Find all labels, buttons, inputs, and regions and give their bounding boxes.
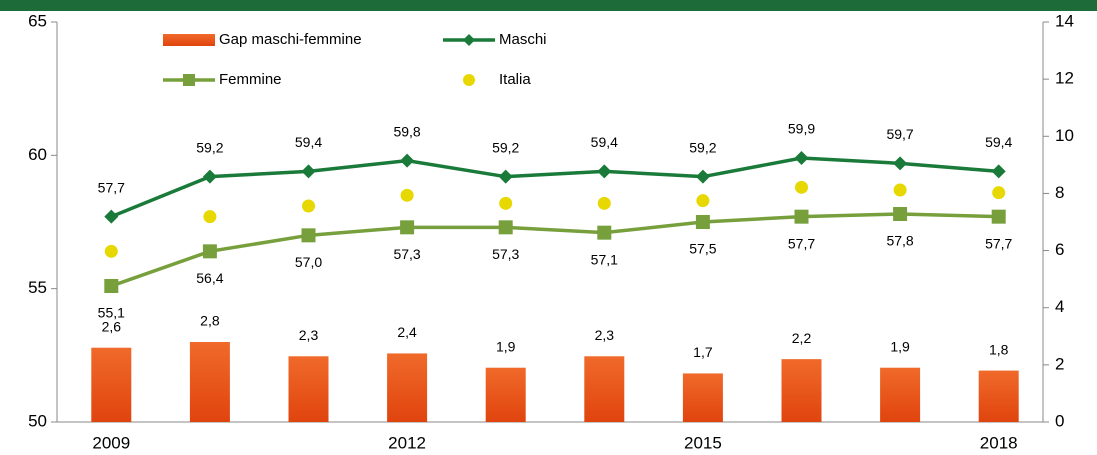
- marker: [400, 220, 415, 235]
- legend-label: Maschi: [499, 31, 547, 48]
- marker: [794, 151, 809, 165]
- marker: [104, 279, 119, 293]
- marker: [695, 215, 710, 229]
- legend-label: Gap maschi-femmine: [219, 31, 362, 48]
- value-label: 57,7: [98, 179, 125, 195]
- marker: [400, 188, 414, 202]
- line: [110, 156, 999, 219]
- marker: [991, 209, 1006, 224]
- value-label: 57,1: [591, 251, 618, 267]
- y-tick-label: 65: [28, 11, 47, 30]
- value-label: 59,4: [985, 134, 1012, 150]
- value-label: 59,7: [886, 126, 913, 142]
- marker: [795, 180, 808, 194]
- marker: [597, 196, 611, 210]
- value-label: 55,1: [98, 305, 125, 321]
- value-label: 59,9: [788, 121, 815, 137]
- bar: [781, 359, 822, 422]
- marker: [991, 164, 1006, 179]
- bar: [387, 353, 428, 422]
- marker: [498, 169, 513, 184]
- x-tick-label: 2018: [980, 433, 1018, 452]
- x-tick-label: 2009: [92, 433, 130, 452]
- marker: [302, 199, 315, 213]
- legend-marker: [463, 74, 475, 86]
- value-label: 2,4: [397, 324, 417, 340]
- x-tick-label: 2015: [684, 433, 722, 452]
- line: [110, 212, 999, 288]
- marker: [202, 244, 217, 259]
- y2-tick-label: 6: [1055, 240, 1064, 259]
- marker: [104, 209, 119, 224]
- bar: [584, 356, 625, 422]
- x-tick-label: 2012: [388, 433, 426, 452]
- value-label: 59,8: [393, 123, 420, 139]
- marker: [893, 156, 908, 171]
- value-label: 57,7: [985, 235, 1012, 251]
- value-label: 59,2: [492, 139, 519, 155]
- value-label: 57,5: [689, 241, 716, 257]
- marker: [202, 169, 217, 184]
- marker: [400, 153, 415, 168]
- bar: [485, 367, 526, 422]
- value-label: 57,0: [295, 254, 322, 270]
- marker: [696, 194, 710, 208]
- value-label: 57,8: [886, 233, 913, 249]
- value-label: 56,4: [196, 270, 223, 286]
- y2-tick-label: 0: [1055, 411, 1064, 430]
- marker: [498, 220, 513, 235]
- y2-tick-label: 10: [1055, 126, 1074, 145]
- value-label: 59,2: [196, 139, 223, 155]
- bar: [91, 347, 132, 422]
- marker: [301, 228, 316, 243]
- legend-marker: [183, 74, 195, 86]
- marker: [893, 183, 907, 197]
- y2-tick-label: 14: [1055, 11, 1074, 30]
- marker: [301, 164, 316, 179]
- bar: [682, 373, 723, 422]
- bar: [189, 342, 230, 422]
- marker: [104, 244, 118, 258]
- marker: [597, 164, 612, 179]
- bar: [978, 370, 1019, 422]
- marker: [794, 209, 809, 224]
- value-label: 1,8: [989, 341, 1009, 357]
- marker: [992, 186, 1006, 200]
- value-label: 57,3: [393, 246, 420, 262]
- value-label: 1,7: [693, 344, 713, 360]
- marker: [597, 225, 612, 240]
- legend-swatch: [163, 34, 215, 46]
- y-tick-label: 50: [28, 411, 47, 430]
- value-label: 1,9: [890, 338, 910, 354]
- value-label: 59,4: [591, 134, 618, 150]
- y-tick-label: 60: [28, 145, 47, 164]
- y-tick-label: 55: [28, 278, 47, 297]
- value-label: 2,6: [102, 318, 122, 334]
- bar: [288, 356, 329, 422]
- value-label: 57,7: [788, 235, 815, 251]
- y2-tick-label: 2: [1055, 354, 1064, 373]
- value-label: 1,9: [496, 338, 516, 354]
- value-label: 2,8: [200, 313, 220, 329]
- legend-label: Femmine: [219, 71, 282, 88]
- marker: [499, 196, 513, 210]
- y2-tick-label: 12: [1055, 69, 1074, 88]
- value-label: 57,3: [492, 246, 519, 262]
- value-label: 2,3: [595, 327, 615, 343]
- value-label: 2,3: [299, 327, 319, 343]
- y2-tick-label: 8: [1055, 183, 1064, 202]
- marker: [695, 169, 710, 184]
- marker: [203, 210, 217, 224]
- value-label: 59,2: [689, 139, 716, 155]
- header-band: [0, 0, 1097, 11]
- legend-marker: [463, 34, 475, 46]
- value-label: 59,4: [295, 134, 322, 150]
- y2-tick-label: 4: [1055, 297, 1064, 316]
- value-label: 2,2: [792, 330, 812, 346]
- bar: [880, 367, 921, 422]
- legend-label: Italia: [499, 71, 531, 88]
- marker: [893, 207, 908, 221]
